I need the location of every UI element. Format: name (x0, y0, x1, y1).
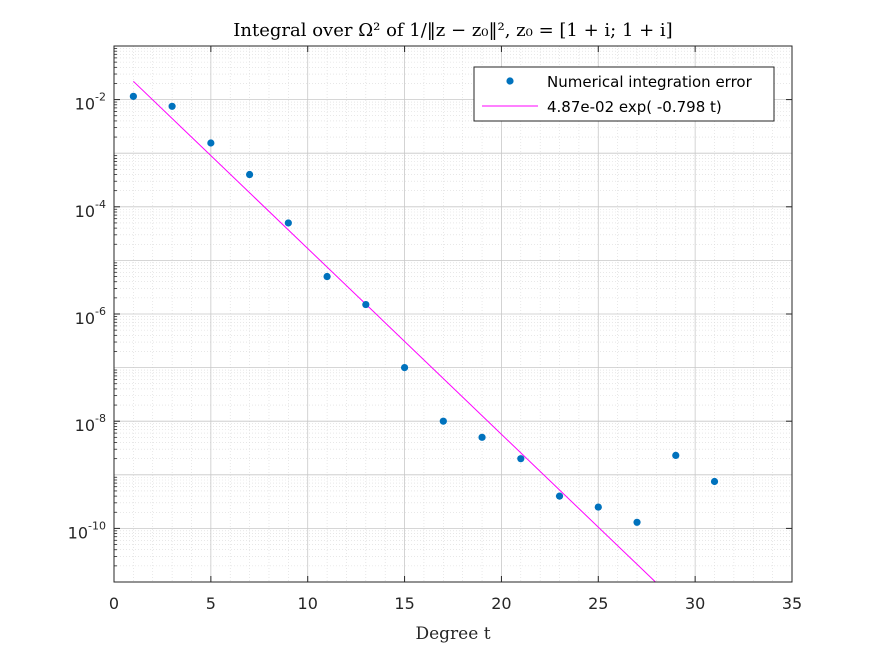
data-point (129, 92, 137, 100)
data-point (633, 518, 641, 526)
data-point (672, 451, 680, 460)
y-tick-label: 10-2 (75, 91, 106, 114)
data-point (284, 219, 292, 227)
chart-title: Integral over Ω² of 1/‖z − z₀‖², z₀ = [1… (233, 20, 672, 41)
data-point (207, 139, 215, 147)
x-tick-label: 25 (588, 594, 608, 613)
data-point (555, 492, 564, 500)
fit-line (133, 80, 657, 582)
data-point (246, 170, 254, 179)
data-layer (129, 80, 719, 582)
legend-marker-numerical-error (506, 77, 514, 85)
legend-label-numerical-error: Numerical integration error (547, 73, 753, 91)
x-tick-label: 5 (206, 594, 216, 613)
tick-marks (113, 46, 793, 582)
x-tick-label: 15 (394, 594, 414, 613)
x-tick-label: 20 (491, 594, 511, 613)
x-tick-label: 30 (685, 594, 705, 613)
legend-label-fit: 4.87e-02 exp( -0.798 t) (547, 98, 722, 116)
legend: Numerical integration error 4.87e-02 exp… (473, 66, 775, 122)
x-tick-label: 10 (298, 594, 318, 613)
y-tick-label: 10-10 (68, 519, 106, 542)
data-point (400, 364, 409, 372)
data-point (594, 503, 602, 511)
x-tick-label: 0 (109, 594, 119, 613)
data-point (478, 433, 486, 441)
y-tick-label: 10-8 (75, 412, 106, 435)
x-tick-labels: 0 5 10 15 20 25 30 35 (109, 594, 802, 613)
data-point (710, 477, 719, 486)
data-point (168, 102, 176, 110)
y-tick-labels: 10-2 10-4 10-6 10-8 10-10 (68, 91, 106, 543)
data-point (517, 455, 525, 463)
data-point (362, 300, 370, 309)
y-tick-label: 10-4 (75, 198, 106, 221)
x-axis-label: Degree t (415, 624, 490, 644)
data-point (439, 417, 447, 425)
y-tick-label: 10-6 (75, 305, 106, 328)
data-point (323, 272, 331, 281)
x-tick-label: 35 (782, 594, 802, 613)
legend-box (473, 66, 775, 122)
